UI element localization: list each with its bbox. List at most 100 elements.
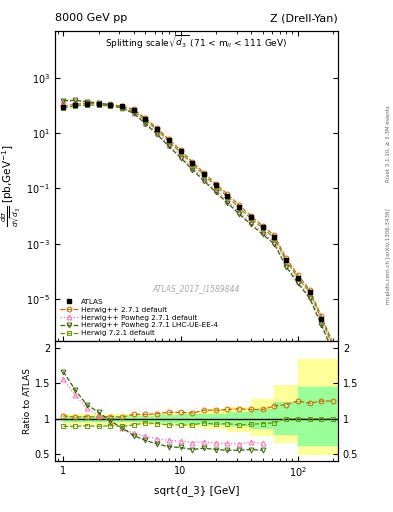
ATLAS xyxy=(202,171,206,177)
Herwig++ Powheg 2.7.1 LHC-UE-EE-4 xyxy=(319,322,324,328)
ATLAS xyxy=(73,101,77,108)
Herwig++ 2.7.1 default xyxy=(167,136,171,142)
Herwig++ 2.7.1 default xyxy=(190,159,195,165)
Herwig++ Powheg 2.7.1 LHC-UE-EE-4 xyxy=(167,143,171,150)
Herwig++ 2.7.1 default xyxy=(260,223,265,229)
ATLAS xyxy=(260,224,265,230)
ATLAS xyxy=(248,215,253,221)
Herwig++ Powheg 2.7.1 default xyxy=(61,98,66,104)
Herwig++ Powheg 2.7.1 LHC-UE-EE-4 xyxy=(272,241,277,247)
Herwig 7.2.1 default xyxy=(331,343,335,349)
ATLAS xyxy=(108,101,112,108)
Text: ATLAS_2017_I1589844: ATLAS_2017_I1589844 xyxy=(153,284,240,293)
Herwig++ 2.7.1 default xyxy=(284,255,288,261)
Herwig++ Powheg 2.7.1 LHC-UE-EE-4 xyxy=(307,295,312,301)
Herwig++ Powheg 2.7.1 LHC-UE-EE-4 xyxy=(108,102,112,108)
ATLAS xyxy=(213,182,218,188)
Herwig++ 2.7.1 default xyxy=(225,191,230,197)
Herwig++ Powheg 2.7.1 LHC-UE-EE-4 xyxy=(61,97,66,103)
Line: ATLAS: ATLAS xyxy=(61,101,336,349)
Herwig++ Powheg 2.7.1 default xyxy=(237,209,242,215)
X-axis label: sqrt{d_3} [GeV]: sqrt{d_3} [GeV] xyxy=(154,485,239,496)
Herwig++ Powheg 2.7.1 default xyxy=(248,219,253,225)
Herwig++ Powheg 2.7.1 default xyxy=(331,347,335,353)
Herwig++ 2.7.1 default xyxy=(84,100,89,106)
Herwig++ 2.7.1 default xyxy=(131,106,136,113)
Herwig++ 2.7.1 default xyxy=(61,103,66,109)
ATLAS xyxy=(272,234,277,241)
ATLAS xyxy=(155,126,160,132)
Herwig++ Powheg 2.7.1 default xyxy=(155,130,160,136)
Herwig 7.2.1 default xyxy=(119,105,124,111)
Herwig++ Powheg 2.7.1 default xyxy=(202,176,206,182)
ATLAS xyxy=(84,101,89,107)
Herwig++ Powheg 2.7.1 default xyxy=(131,110,136,116)
Herwig++ Powheg 2.7.1 default xyxy=(307,293,312,299)
Line: Herwig++ Powheg 2.7.1 default: Herwig++ Powheg 2.7.1 default xyxy=(61,98,336,352)
Herwig++ Powheg 2.7.1 LHC-UE-EE-4 xyxy=(84,98,89,104)
Text: Rivet 3.1.10, ≥ 3.3M events: Rivet 3.1.10, ≥ 3.3M events xyxy=(386,105,391,182)
Line: Herwig 7.2.1 default: Herwig 7.2.1 default xyxy=(61,102,336,349)
Herwig 7.2.1 default xyxy=(248,216,253,222)
Herwig++ 2.7.1 default xyxy=(296,272,300,278)
Herwig++ 2.7.1 default xyxy=(143,115,148,121)
ATLAS xyxy=(296,274,300,281)
Herwig++ Powheg 2.7.1 LHC-UE-EE-4 xyxy=(190,166,195,173)
ATLAS xyxy=(284,258,288,264)
Herwig++ Powheg 2.7.1 LHC-UE-EE-4 xyxy=(296,280,300,286)
Herwig++ Powheg 2.7.1 LHC-UE-EE-4 xyxy=(178,155,183,161)
Herwig 7.2.1 default xyxy=(225,194,230,200)
Herwig++ Powheg 2.7.1 LHC-UE-EE-4 xyxy=(213,189,218,195)
Text: Splitting scale$\sqrt{d_3}$ (71 < m$_{ll}$ < 111 GeV): Splitting scale$\sqrt{d_3}$ (71 < m$_{ll… xyxy=(105,34,288,51)
Herwig 7.2.1 default xyxy=(167,138,171,144)
Herwig 7.2.1 default xyxy=(178,150,183,156)
Herwig 7.2.1 default xyxy=(190,161,195,167)
ATLAS xyxy=(131,107,136,113)
ATLAS xyxy=(178,148,183,155)
Herwig++ Powheg 2.7.1 default xyxy=(143,119,148,125)
Herwig++ Powheg 2.7.1 default xyxy=(73,98,77,104)
Herwig++ 2.7.1 default xyxy=(307,287,312,293)
Herwig++ Powheg 2.7.1 LHC-UE-EE-4 xyxy=(237,211,242,217)
Text: 8000 GeV pp: 8000 GeV pp xyxy=(55,13,127,23)
Herwig 7.2.1 default xyxy=(319,315,324,322)
Herwig++ Powheg 2.7.1 default xyxy=(284,261,288,267)
Herwig++ Powheg 2.7.1 default xyxy=(167,142,171,148)
Herwig 7.2.1 default xyxy=(131,108,136,114)
Herwig++ Powheg 2.7.1 default xyxy=(319,319,324,325)
Herwig++ 2.7.1 default xyxy=(96,101,101,107)
Herwig++ 2.7.1 default xyxy=(213,181,218,187)
Herwig++ Powheg 2.7.1 default xyxy=(178,153,183,159)
Herwig 7.2.1 default xyxy=(108,103,112,109)
ATLAS xyxy=(61,103,66,110)
Herwig++ Powheg 2.7.1 LHC-UE-EE-4 xyxy=(73,97,77,103)
Herwig++ 2.7.1 default xyxy=(319,313,324,319)
Herwig++ Powheg 2.7.1 default xyxy=(84,99,89,105)
ATLAS xyxy=(143,116,148,122)
Herwig++ 2.7.1 default xyxy=(108,101,112,108)
ATLAS xyxy=(307,289,312,295)
Y-axis label: $\frac{d\sigma}{d\sqrt{d_{3}}}$ [pb,GeV$^{-1}$]: $\frac{d\sigma}{d\sqrt{d_{3}}}$ [pb,GeV$… xyxy=(0,145,24,227)
ATLAS xyxy=(225,193,230,199)
Herwig++ 2.7.1 default xyxy=(119,103,124,109)
Herwig++ Powheg 2.7.1 LHC-UE-EE-4 xyxy=(119,105,124,111)
Herwig++ Powheg 2.7.1 LHC-UE-EE-4 xyxy=(225,200,230,206)
Herwig 7.2.1 default xyxy=(307,289,312,295)
Herwig++ 2.7.1 default xyxy=(272,232,277,239)
Herwig 7.2.1 default xyxy=(260,225,265,231)
ATLAS xyxy=(167,137,171,143)
Herwig++ 2.7.1 default xyxy=(237,202,242,208)
Herwig 7.2.1 default xyxy=(272,235,277,241)
Herwig++ Powheg 2.7.1 LHC-UE-EE-4 xyxy=(284,264,288,270)
Herwig 7.2.1 default xyxy=(237,205,242,211)
Herwig++ 2.7.1 default xyxy=(155,125,160,131)
Herwig++ Powheg 2.7.1 default xyxy=(272,239,277,245)
Herwig++ 2.7.1 default xyxy=(73,101,77,108)
Text: mcplots.cern.ch [arXiv:1306.3436]: mcplots.cern.ch [arXiv:1306.3436] xyxy=(386,208,391,304)
Herwig++ Powheg 2.7.1 default xyxy=(260,229,265,236)
Text: Z (Drell-Yan): Z (Drell-Yan) xyxy=(270,13,338,23)
Herwig++ 2.7.1 default xyxy=(331,340,335,347)
Herwig++ Powheg 2.7.1 LHC-UE-EE-4 xyxy=(260,231,265,238)
Herwig 7.2.1 default xyxy=(84,102,89,108)
Herwig++ 2.7.1 default xyxy=(202,169,206,176)
